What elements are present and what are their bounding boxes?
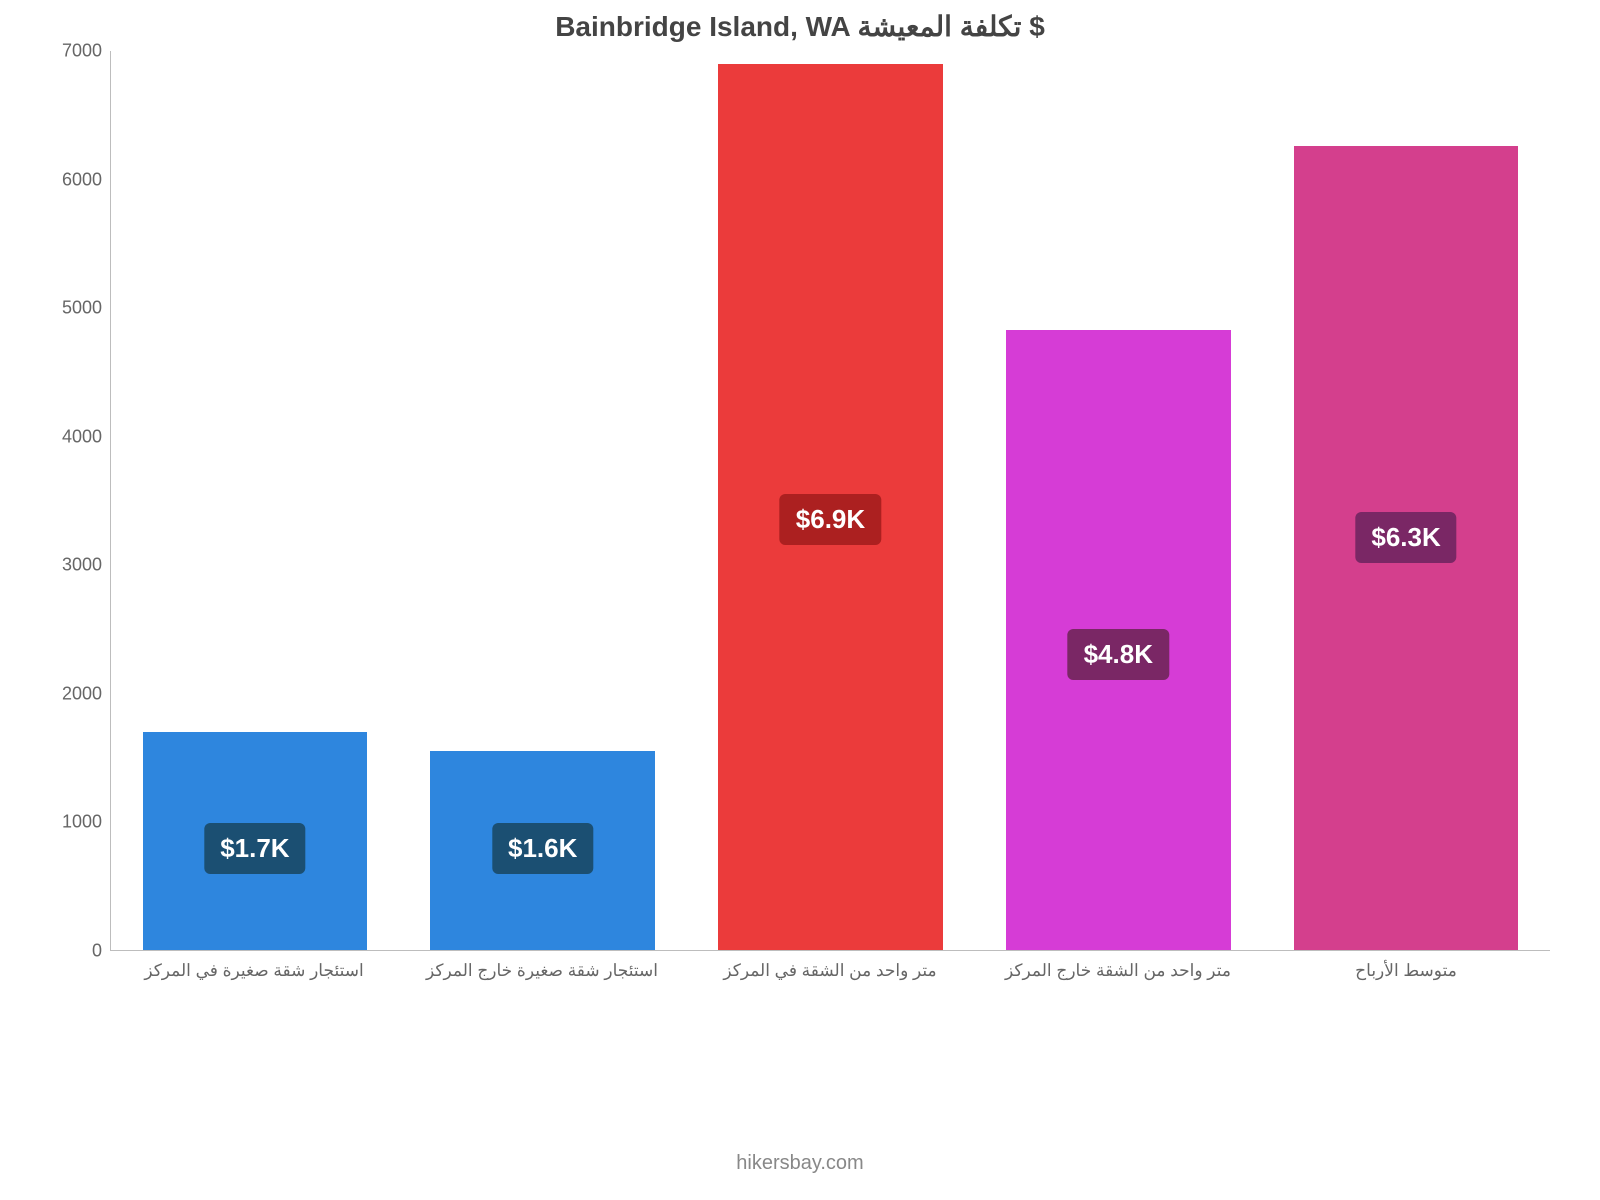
x-label: استئجار شقة صغيرة خارج المركز [398, 951, 686, 981]
bar-slot: $6.9K [687, 51, 975, 950]
y-axis: 01000200030004000500060007000 [50, 51, 110, 951]
bar-slot: $1.7K [111, 51, 399, 950]
bar-slot: $4.8K [974, 51, 1262, 950]
y-tick: 4000 [62, 426, 102, 447]
chart-title: Bainbridge Island, WA تكلفة المعيشة $ [50, 10, 1550, 43]
bar-slot: $1.6K [399, 51, 687, 950]
y-tick: 2000 [62, 683, 102, 704]
plot: 01000200030004000500060007000 $1.7K$1.6K… [50, 51, 1550, 951]
x-label: متوسط الأرباح [1262, 951, 1550, 981]
value-badge: $1.6K [492, 823, 593, 874]
y-tick: 1000 [62, 812, 102, 833]
x-axis: استئجار شقة صغيرة في المركزاستئجار شقة ص… [110, 951, 1550, 981]
bar-slot: $6.3K [1262, 51, 1550, 950]
y-tick: 3000 [62, 555, 102, 576]
attribution-text: hikersbay.com [0, 1152, 1600, 1175]
y-tick: 7000 [62, 41, 102, 62]
x-label: متر واحد من الشقة خارج المركز [974, 951, 1262, 981]
plot-area: $1.7K $1.6K $6.9K $4.8K $6.3K [110, 51, 1550, 951]
y-tick: 6000 [62, 169, 102, 190]
value-badge: $1.7K [204, 823, 305, 874]
x-label: متر واحد من الشقة في المركز [686, 951, 974, 981]
value-badge: $4.8K [1068, 629, 1169, 680]
y-tick: 0 [92, 941, 102, 962]
bars-container: $1.7K $1.6K $6.9K $4.8K $6.3K [111, 51, 1550, 950]
y-tick: 5000 [62, 298, 102, 319]
x-label: استئجار شقة صغيرة في المركز [110, 951, 398, 981]
value-badge: $6.9K [780, 494, 881, 545]
value-badge: $6.3K [1355, 512, 1456, 563]
cost-of-living-chart: Bainbridge Island, WA تكلفة المعيشة $ 0 1… [50, 10, 1550, 981]
